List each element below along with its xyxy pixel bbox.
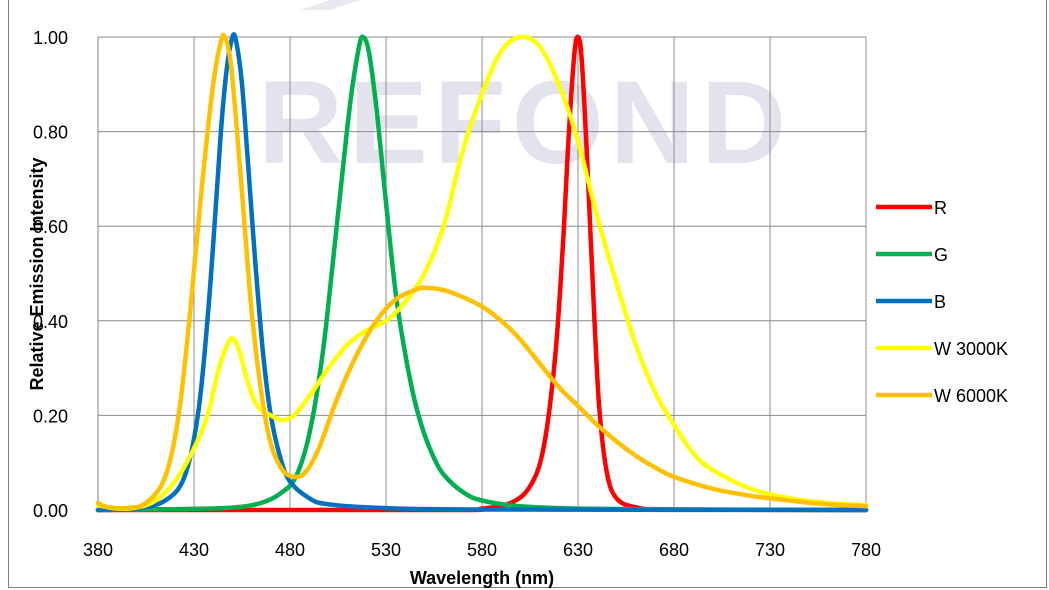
y-tick-label: 0.00 — [33, 501, 68, 521]
series-line-b — [95, 32, 869, 513]
y-tick-label: 0.40 — [33, 312, 68, 332]
y-tick-label: 0.20 — [33, 406, 68, 426]
watermark-swoosh — [300, 0, 360, 10]
series-lines — [95, 32, 869, 513]
legend-label: W 6000K — [934, 386, 1008, 406]
series-line-r — [95, 34, 869, 513]
chart-frame — [8, 0, 1047, 588]
x-tick-label: 530 — [371, 540, 401, 560]
legend-label: R — [934, 198, 947, 218]
series-line-w-3000k — [95, 34, 869, 512]
legend-label: W 3000K — [934, 339, 1008, 359]
x-tick-label: 730 — [755, 540, 785, 560]
series-line-w-6000k — [95, 32, 869, 511]
y-axis-title: Relative Emission Intensity — [27, 157, 47, 390]
x-tick-label: 680 — [659, 540, 689, 560]
x-tick-label: 780 — [851, 540, 881, 560]
y-axis-ticks: 0.00 0.20 0.40 0.60 0.80 1.00 — [33, 28, 68, 521]
x-axis-ticks: 380 430 480 530 580 630 680 730 780 — [83, 540, 881, 560]
y-tick-label: 0.60 — [33, 217, 68, 237]
x-axis-title: Wavelength (nm) — [410, 568, 554, 588]
x-tick-label: 630 — [563, 540, 593, 560]
legend-label: G — [934, 245, 948, 265]
watermark-text: REFOND — [258, 57, 792, 189]
legend: R G B W 3000K W 6000K — [876, 198, 1008, 406]
x-tick-label: 480 — [275, 540, 305, 560]
x-tick-label: 430 — [179, 540, 209, 560]
watermark-logo: REFOND — [258, 0, 792, 189]
series-line-g — [95, 34, 869, 513]
legend-label: B — [934, 292, 946, 312]
x-tick-label: 580 — [467, 540, 497, 560]
y-tick-label: 0.80 — [33, 123, 68, 143]
y-tick-label: 1.00 — [33, 28, 68, 48]
x-tick-label: 380 — [83, 540, 113, 560]
